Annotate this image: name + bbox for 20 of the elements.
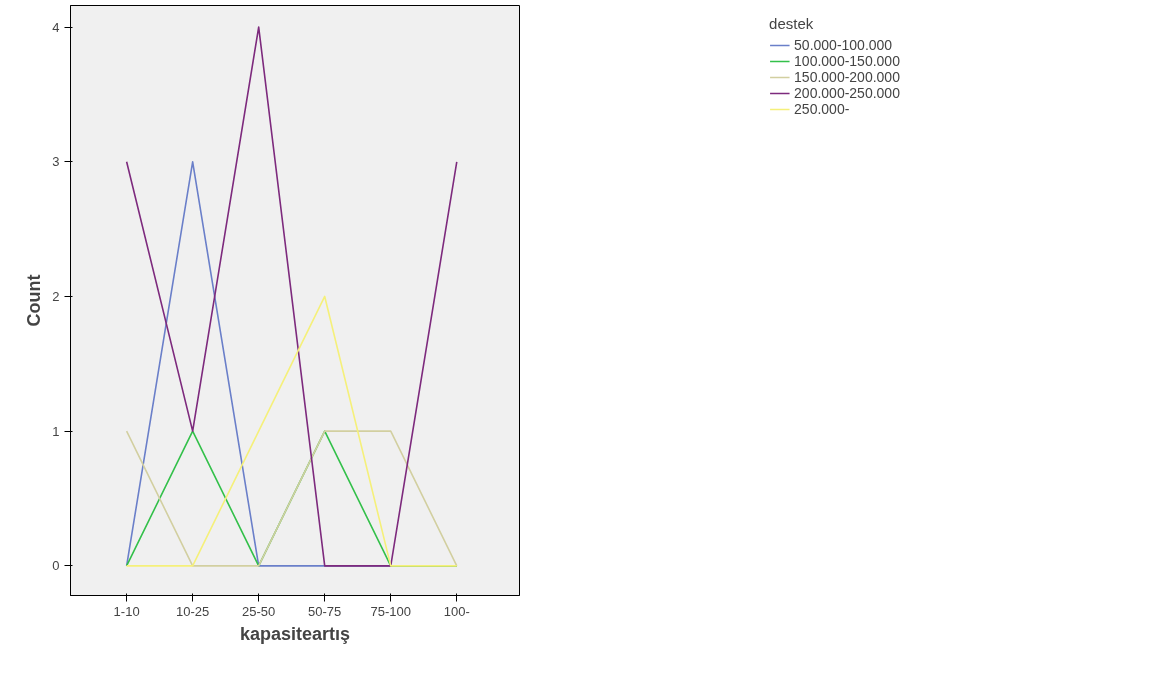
x-tick-label: 1-10 [113,603,140,619]
legend-label: 100.000-150.000 [794,53,900,69]
x-tick-label: 75-100 [370,603,411,619]
x-tick-label: 25-50 [242,603,276,619]
y-tick-label: 0 [52,558,60,574]
y-tick-label: 3 [52,154,60,170]
x-tick-label: 50-75 [308,603,342,619]
x-axis-title: kapasiteartış [239,623,351,644]
line-series [125,26,458,567]
y-axis-title: Count [24,274,45,327]
y-tick-label: 4 [52,19,60,35]
legend-title: destek [769,15,815,32]
y-tick-label: 2 [52,288,60,304]
x-tick-label: 10-25 [176,603,210,619]
x-tick-label: 100- [443,603,470,619]
y-tick-label: 1 [52,423,60,439]
legend-label: 200.000-250.000 [794,85,900,101]
legend-label: 150.000-200.000 [794,69,900,85]
legend-label: 50.000-100.000 [794,37,893,53]
legend-label: 250.000- [794,101,850,117]
